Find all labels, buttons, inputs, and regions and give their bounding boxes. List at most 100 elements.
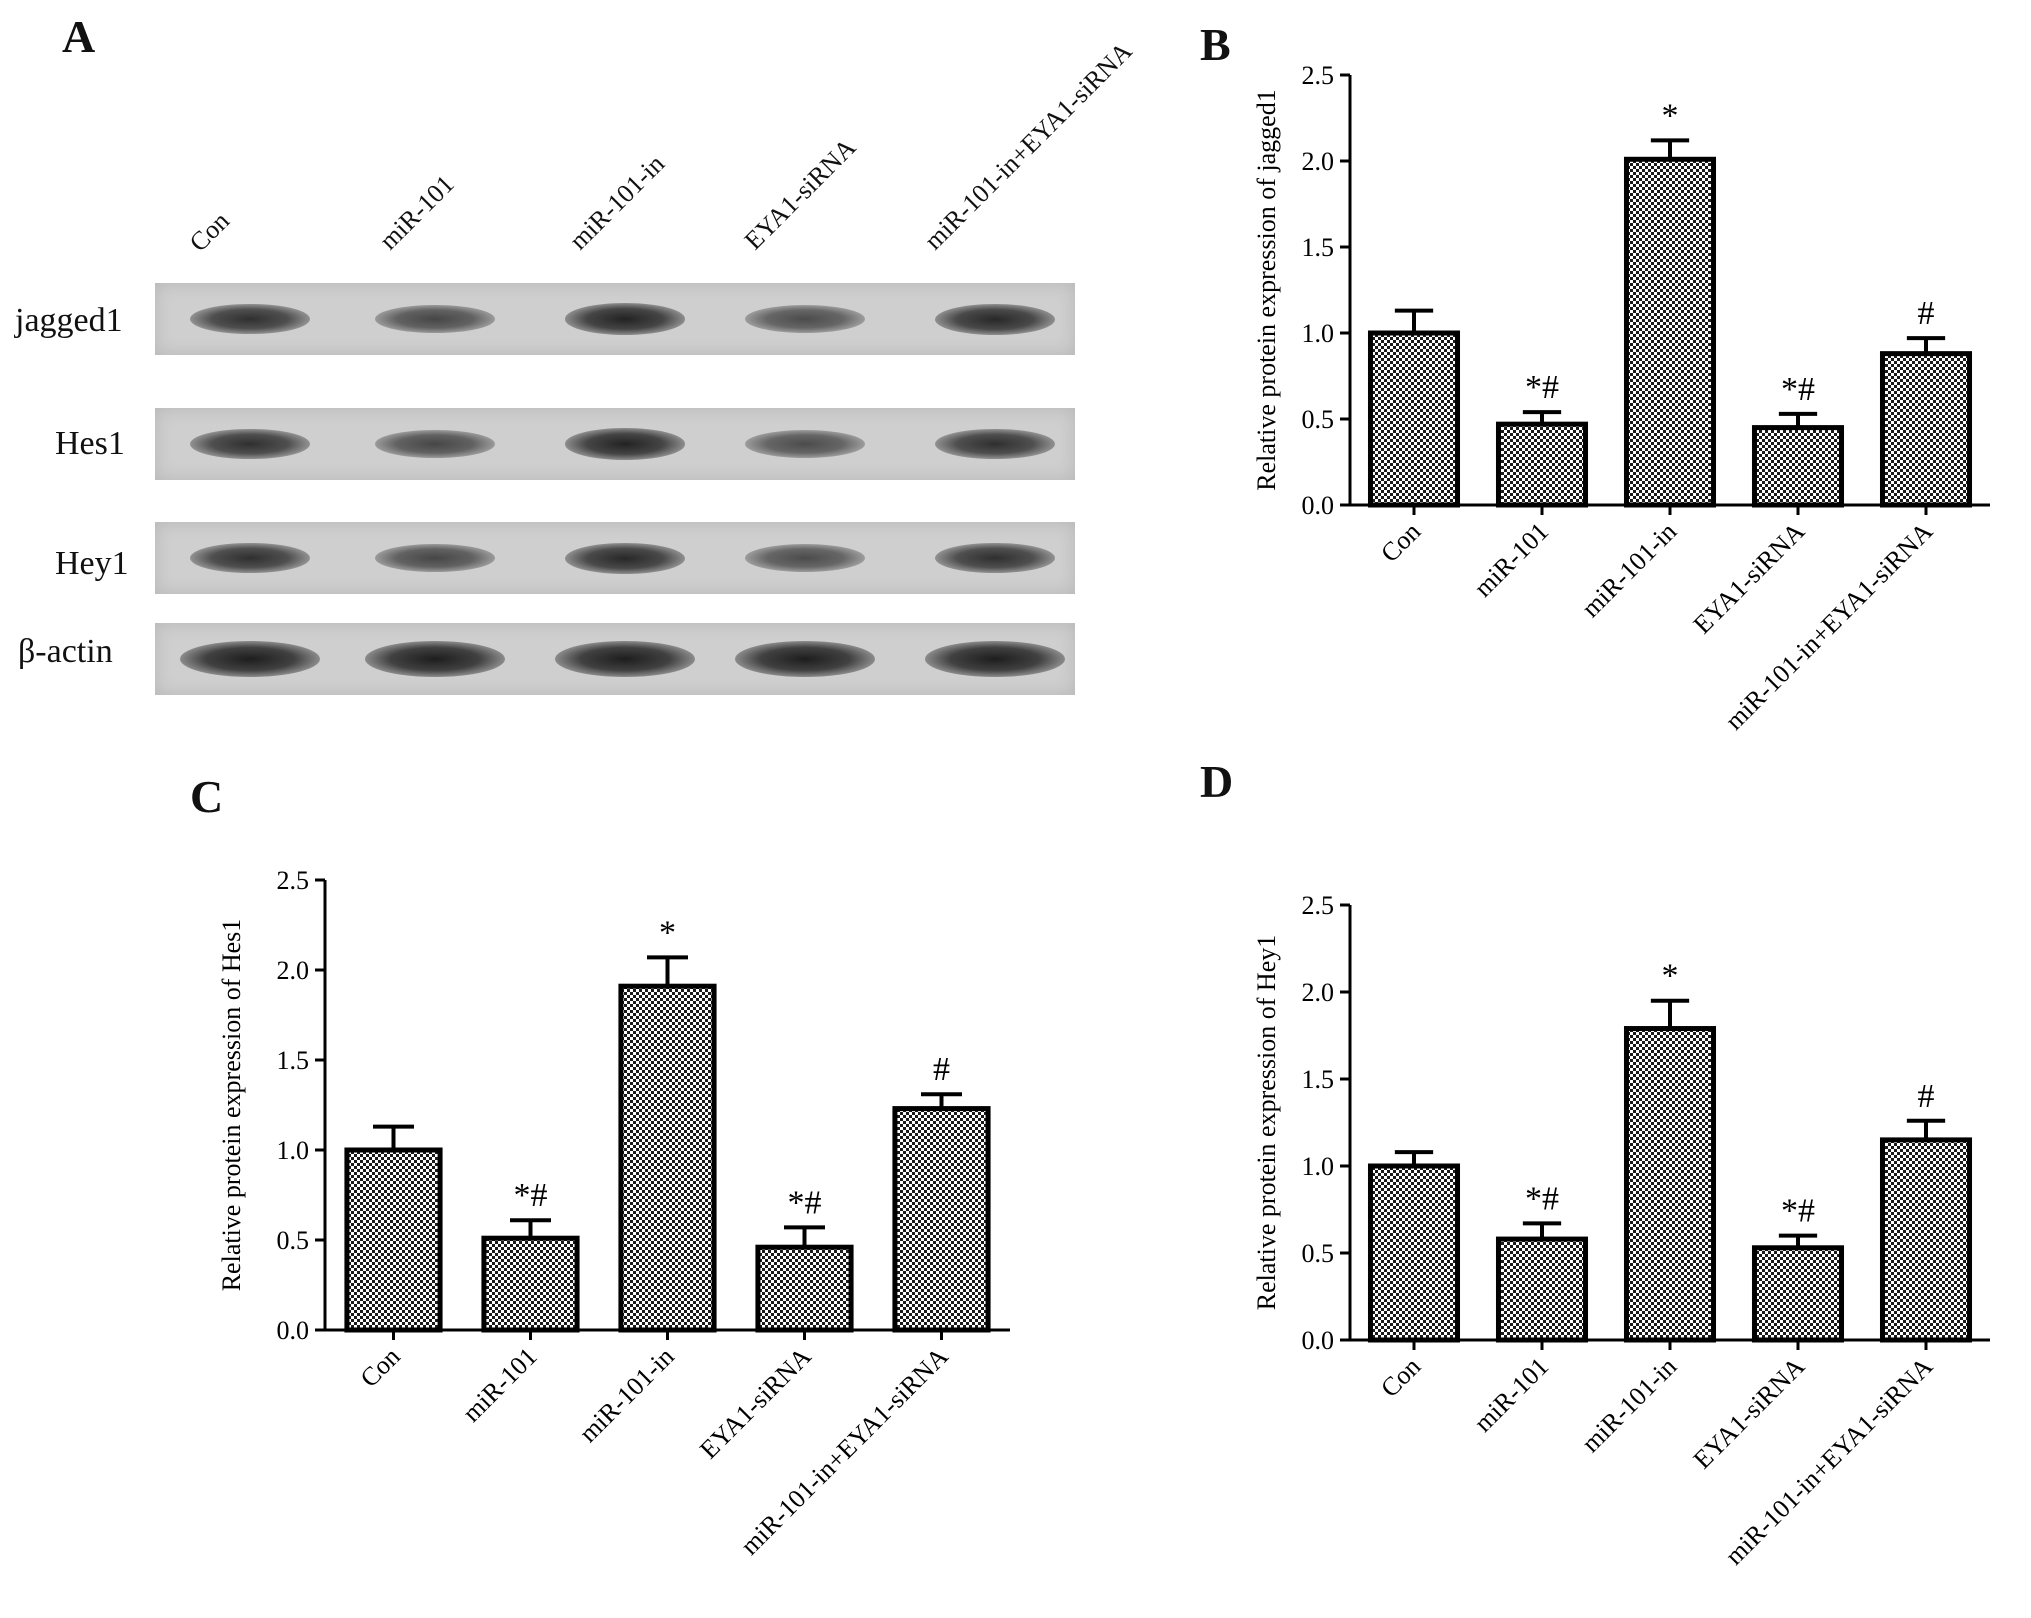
bar <box>1495 421 1589 508</box>
y-tick-label: 2.0 <box>1302 978 1335 1007</box>
blot-row-label-hey1: Hey1 <box>55 545 129 582</box>
x-tick-label: miR-101 <box>457 1342 543 1428</box>
y-tick-label: 0.0 <box>1302 1326 1335 1355</box>
blot-band <box>375 429 495 459</box>
y-tick-label: 1.5 <box>1302 1065 1335 1094</box>
bar <box>1879 351 1973 508</box>
x-tick-label: Con <box>1375 517 1426 568</box>
y-axis-label: Relative protein expression of Hes1 <box>217 919 246 1292</box>
bar <box>1623 1026 1717 1343</box>
y-tick-label: 2.5 <box>1302 61 1335 90</box>
lane-label-mir101-in: miR-101-in <box>563 148 671 256</box>
x-tick-label: miR-101-in <box>1576 517 1682 623</box>
blot-band <box>190 428 310 460</box>
significance-label: *# <box>514 1177 548 1214</box>
y-tick-label: 1.5 <box>1302 233 1335 262</box>
blot-band <box>190 303 310 335</box>
blot-strip-beta-actin <box>155 623 1075 695</box>
blot-strip-hey1 <box>155 522 1075 594</box>
y-tick-label: 0.0 <box>1302 491 1335 520</box>
significance-label: * <box>1662 958 1679 995</box>
panel-label-a: A <box>62 11 96 62</box>
chart-hey1: 0.0 0.5 1.0 1.5 2.0 2.5 Relative protein expre… <box>1252 891 1990 1571</box>
bar <box>1367 330 1461 508</box>
bar <box>618 983 717 1333</box>
blot-band <box>555 641 695 677</box>
blot-band <box>935 542 1055 574</box>
bar <box>1367 1163 1461 1343</box>
bar <box>344 1147 443 1333</box>
significance-label: *# <box>1781 371 1815 408</box>
bar <box>1751 1245 1845 1343</box>
blot-band <box>190 542 310 574</box>
x-tick-label: miR-101-in+EYA1-siRNA <box>1719 1352 1938 1571</box>
blot-band <box>565 542 685 574</box>
y-tick-label: 1.5 <box>277 1046 310 1075</box>
blot-row-label-jagged1: jagged1 <box>15 302 123 339</box>
bar <box>892 1106 991 1333</box>
lane-label-con: Con <box>183 206 235 258</box>
significance-label: # <box>933 1051 950 1088</box>
blot-band <box>745 544 865 572</box>
bar <box>1495 1236 1589 1343</box>
blot-band <box>735 641 875 677</box>
blot-band <box>180 641 320 677</box>
y-tick-label: 1.0 <box>1302 319 1335 348</box>
blot-band <box>375 543 495 573</box>
significance-label: *# <box>788 1184 822 1221</box>
significance-label: *# <box>1525 1180 1559 1217</box>
panel-label-c: C <box>190 771 224 822</box>
bar <box>1751 425 1845 508</box>
bar <box>1879 1137 1973 1343</box>
y-tick-label: 2.0 <box>277 956 310 985</box>
y-axis-label: Relative protein expression of jagged1 <box>1252 89 1281 490</box>
blot-row-label-hes1: Hes1 <box>55 425 125 462</box>
chart-jagged1: 0.0 0.5 1.0 1.5 2.0 2.5 Relative protein expre… <box>1252 61 1990 736</box>
panel-label-b: B <box>1200 19 1231 70</box>
significance-label: * <box>1662 97 1679 134</box>
y-tick-label: 0.0 <box>277 1316 310 1345</box>
significance-label: # <box>1918 1078 1935 1115</box>
y-tick-label: 2.5 <box>277 866 310 895</box>
blot-strip-hes1 <box>155 408 1075 480</box>
x-tick-label: Con <box>1375 1352 1426 1403</box>
significance-label: * <box>659 914 676 951</box>
lane-label-combo: miR-101-in+EYA1-siRNA <box>918 36 1138 256</box>
x-tick-label: EYA1-siRNA <box>694 1342 817 1465</box>
blot-band <box>745 305 865 333</box>
x-tick-label: EYA1-siRNA <box>1688 1352 1811 1475</box>
blot-band <box>565 303 685 335</box>
blot-band <box>935 303 1055 335</box>
bar <box>755 1244 854 1333</box>
y-tick-label: 1.0 <box>1302 1152 1335 1181</box>
blot-strip-jagged1 <box>155 283 1075 355</box>
x-tick-label: miR-101-in <box>573 1342 679 1448</box>
y-tick-label: 0.5 <box>1302 1239 1335 1268</box>
bar <box>1623 156 1717 508</box>
x-tick-label: Con <box>355 1342 406 1393</box>
panel-label-d: D <box>1200 756 1234 807</box>
blot-row-label-beta-actin: β-actin <box>18 633 113 670</box>
significance-label: *# <box>1525 369 1559 406</box>
significance-label: *# <box>1781 1193 1815 1230</box>
significance-label: # <box>1918 295 1935 332</box>
blot-band <box>565 428 685 460</box>
x-tick-label: miR-101 <box>1468 1352 1554 1438</box>
lane-label-mir101: miR-101 <box>373 169 460 256</box>
x-tick-label: miR-101-in+EYA1-siRNA <box>1719 517 1938 736</box>
blot-band <box>365 641 505 677</box>
x-tick-label: miR-101-in <box>1576 1352 1682 1458</box>
y-tick-label: 2.0 <box>1302 147 1335 176</box>
y-tick-label: 0.5 <box>1302 405 1335 434</box>
blot-band <box>935 428 1055 460</box>
bar <box>481 1235 580 1333</box>
chart-hes1: 0.0 0.5 1.0 1.5 2.0 2.5 Relative protein expre… <box>217 866 1010 1561</box>
y-tick-label: 0.5 <box>277 1226 310 1255</box>
blot-band <box>375 304 495 334</box>
blot-band <box>745 430 865 458</box>
x-tick-label: miR-101 <box>1468 517 1554 603</box>
y-tick-label: 1.0 <box>277 1136 310 1165</box>
x-tick-label: EYA1-siRNA <box>1688 517 1811 640</box>
y-tick-label: 2.5 <box>1302 891 1335 920</box>
blot-band <box>925 641 1065 677</box>
